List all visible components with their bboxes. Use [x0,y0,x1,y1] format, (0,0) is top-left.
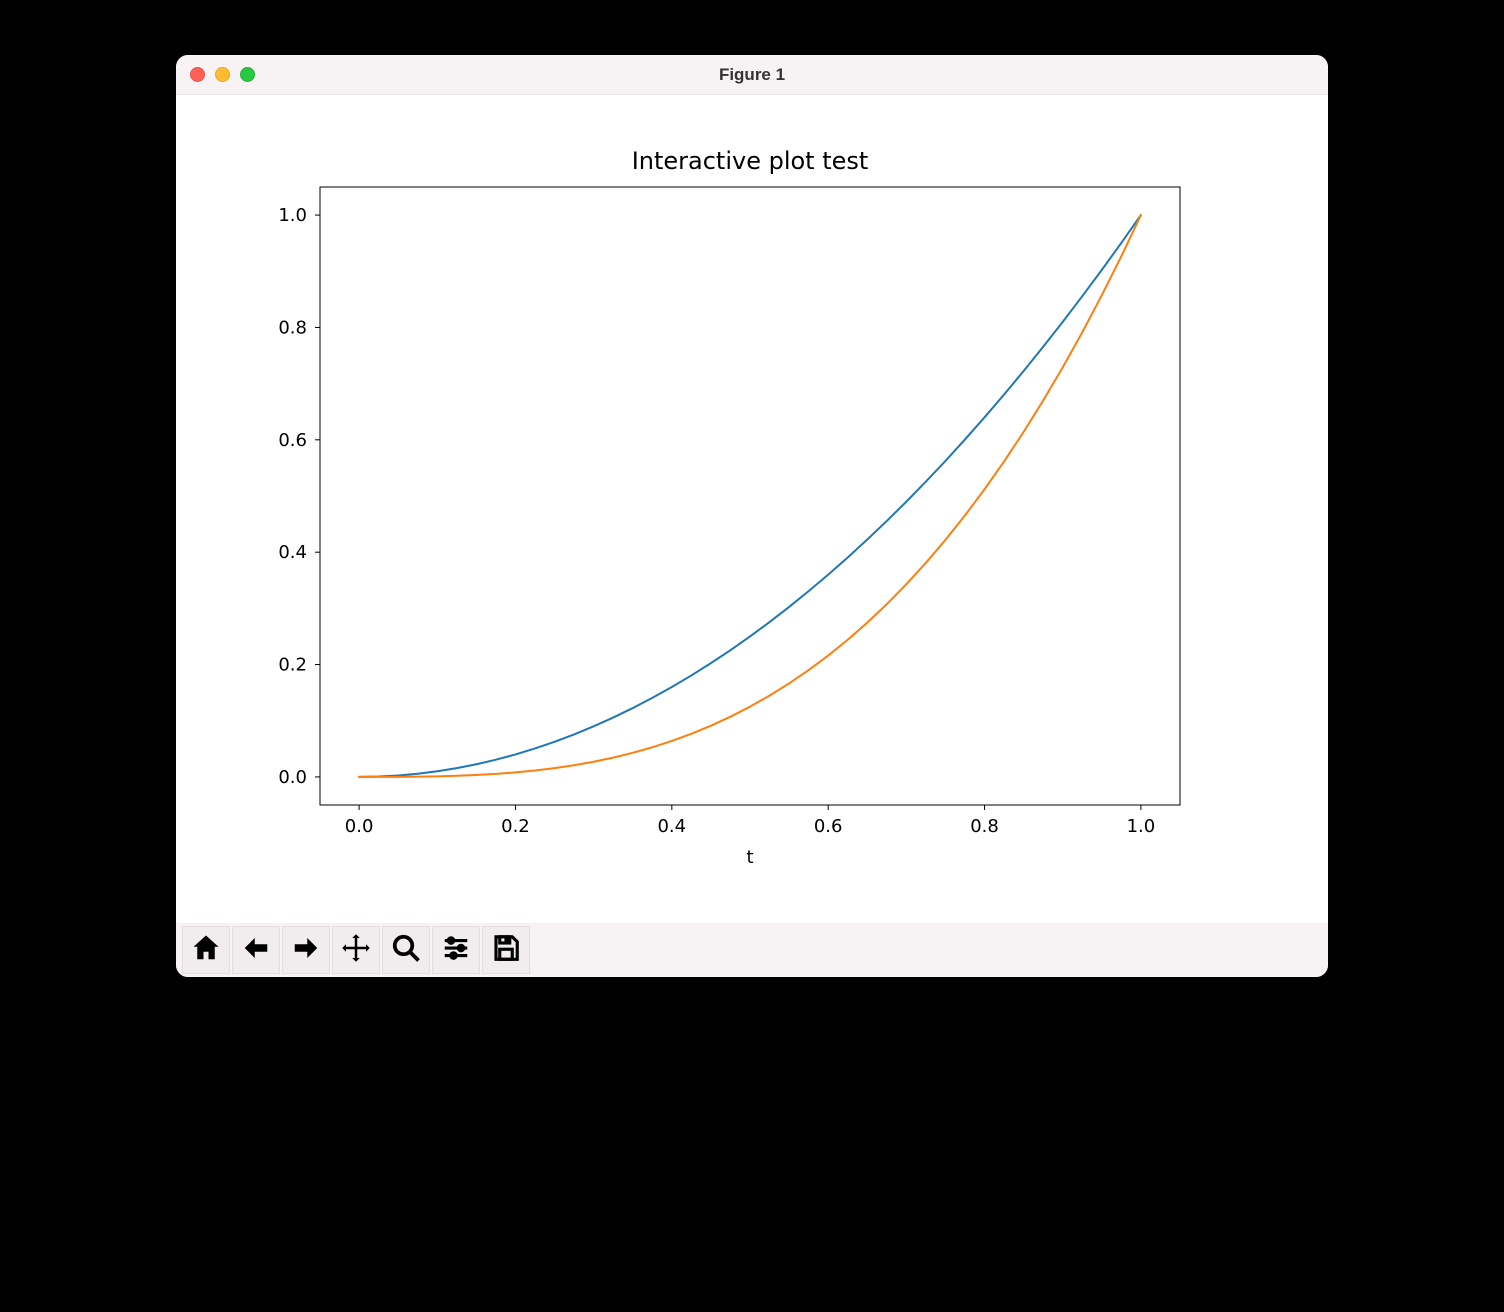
search-icon [391,933,421,968]
move-icon [341,933,371,968]
arrow-right-icon [291,933,321,968]
forward-button[interactable] [282,926,330,974]
home-button[interactable] [182,926,230,974]
plot-area[interactable]: 0.0 0.2 0.4 0.6 0.8 1.0 0.0 0.2 0.4 0.6 0.8 1.0 Inte… [176,95,1328,923]
arrow-left-icon [241,933,271,968]
svg-text:0.8: 0.8 [278,317,307,338]
pan-button[interactable] [332,926,380,974]
back-button[interactable] [232,926,280,974]
svg-text:0.0: 0.0 [278,767,307,788]
svg-text:0.0: 0.0 [345,816,374,837]
titlebar: Figure 1 [176,55,1328,95]
configure-button[interactable] [432,926,480,974]
svg-text:0.6: 0.6 [814,816,843,837]
maximize-button[interactable] [240,67,255,82]
zoom-button[interactable] [382,926,430,974]
chart-svg: 0.0 0.2 0.4 0.6 0.8 1.0 0.0 0.2 0.4 0.6 0.8 1.0 Inte… [176,95,1328,923]
floppy-icon [491,933,521,968]
minimize-button[interactable] [215,67,230,82]
figure-window: Figure 1 0.00.20.40.60.81.00.00.20.40.60… [176,55,1328,977]
close-button[interactable] [190,67,205,82]
save-button[interactable] [482,926,530,974]
matplotlib-toolbar [176,923,1328,977]
svg-text:0.2: 0.2 [501,816,530,837]
svg-text:1.0: 1.0 [278,205,307,226]
svg-text:0.4: 0.4 [657,816,686,837]
svg-text:Interactive plot test: Interactive plot test [632,147,869,175]
svg-text:1.0: 1.0 [1127,816,1156,837]
svg-text:t: t [746,847,753,868]
sliders-icon [441,933,471,968]
traffic-lights [190,67,255,82]
home-icon [191,933,221,968]
svg-text:0.6: 0.6 [278,430,307,451]
svg-text:0.2: 0.2 [278,655,307,676]
svg-text:0.4: 0.4 [278,542,307,563]
window-title: Figure 1 [176,65,1328,85]
svg-text:0.8: 0.8 [970,816,999,837]
